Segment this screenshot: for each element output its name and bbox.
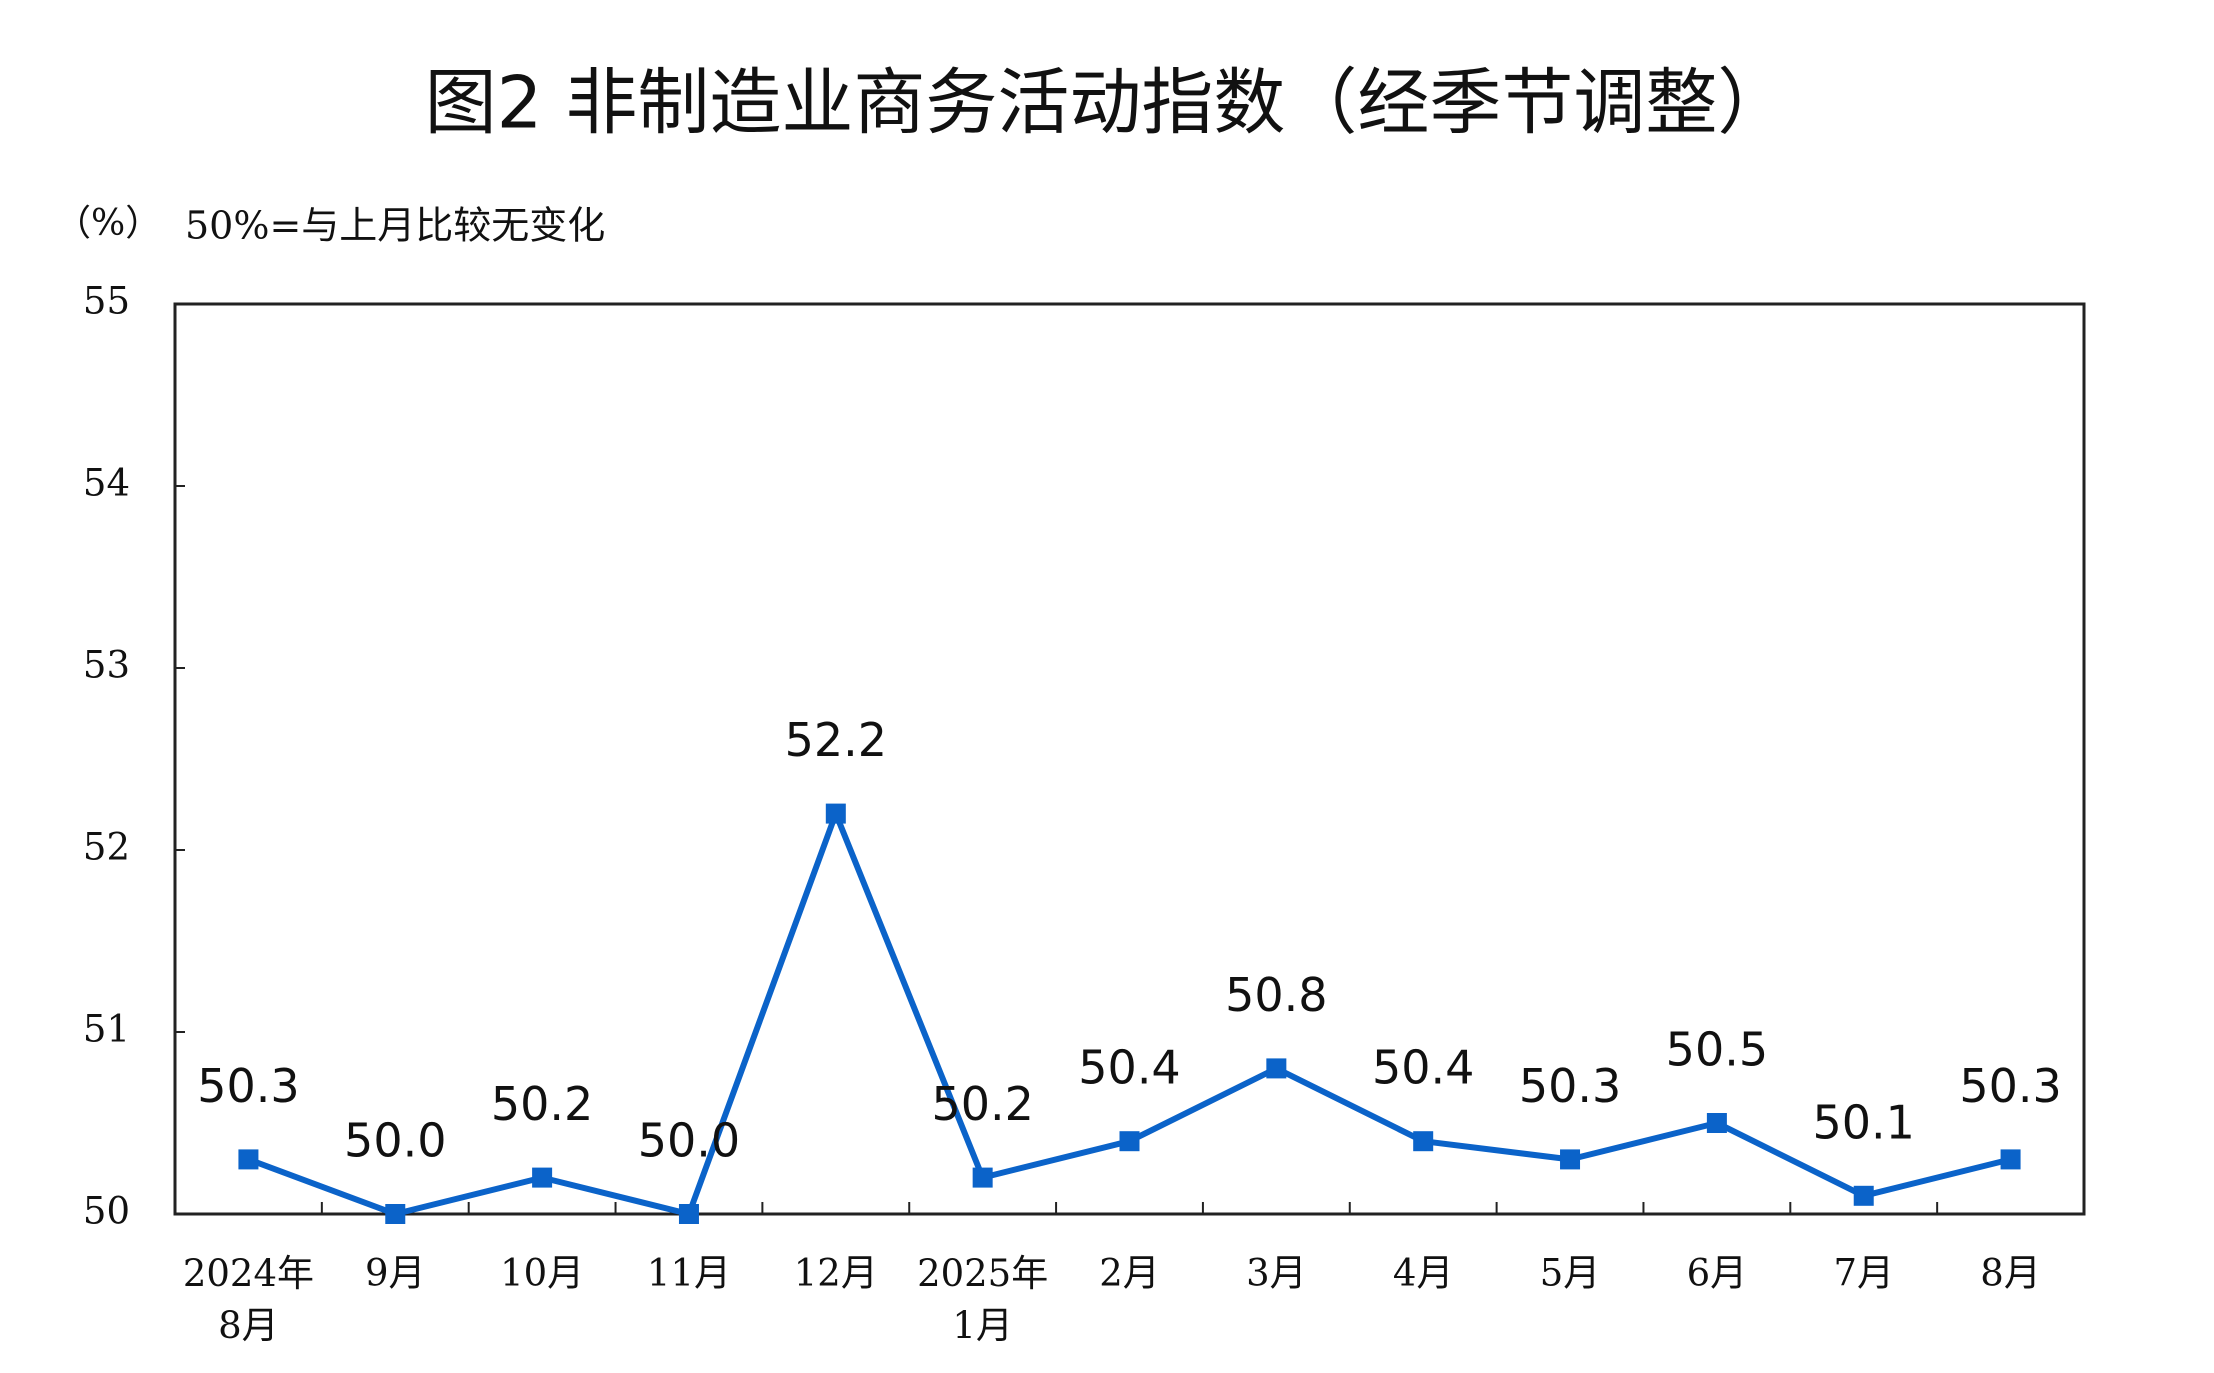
data-label: 50.1 bbox=[1813, 1095, 1915, 1149]
data-point bbox=[1266, 1058, 1287, 1079]
x-tick-label: 12月 bbox=[794, 1252, 878, 1295]
y-tick-label: 51 bbox=[83, 1008, 130, 1051]
data-point bbox=[1119, 1131, 1140, 1152]
x-tick-label: 3月 bbox=[1246, 1252, 1307, 1295]
x-tick-label: 5月 bbox=[1540, 1252, 1601, 1295]
y-tick-label: 50 bbox=[83, 1190, 130, 1233]
data-label: 50.5 bbox=[1666, 1023, 1768, 1077]
y-tick-label: 55 bbox=[83, 280, 130, 323]
note: 50%=与上月比较无变化 bbox=[185, 204, 605, 248]
x-tick-label: 2月 bbox=[1099, 1252, 1160, 1295]
x-tick-label: 8月 bbox=[1980, 1252, 2041, 1295]
y-tick-label: 52 bbox=[83, 826, 130, 869]
x-tick-label: 7月 bbox=[1833, 1252, 1894, 1295]
x-tick-label: 4月 bbox=[1393, 1252, 1454, 1295]
x-tick-label: 11月 bbox=[647, 1252, 731, 1295]
plot-frame bbox=[173, 302, 2086, 1216]
y-tick-label: 53 bbox=[83, 644, 130, 687]
x-tick-label: 6月 bbox=[1687, 1252, 1748, 1295]
data-label: 50.3 bbox=[1519, 1059, 1621, 1113]
data-line bbox=[247, 810, 2012, 1217]
x-tick-label: 2024年 8月 bbox=[183, 1252, 314, 1347]
y-unit: （%） bbox=[55, 203, 161, 244]
data-label: 50.3 bbox=[197, 1059, 299, 1113]
chart-title: 图2 非制造业商务活动指数（经季节调整） bbox=[425, 61, 1790, 145]
data-point bbox=[238, 1149, 259, 1170]
data-label: 50.0 bbox=[344, 1114, 446, 1168]
data-point bbox=[1853, 1185, 1874, 1206]
data-point bbox=[678, 1204, 699, 1224]
data-label: 50.8 bbox=[1225, 968, 1327, 1022]
data-label: 50.4 bbox=[1078, 1041, 1180, 1095]
data-label: 50.4 bbox=[1372, 1041, 1474, 1095]
data-point bbox=[972, 1167, 993, 1188]
data-point bbox=[2000, 1149, 2021, 1170]
y-tick-label: 54 bbox=[83, 462, 130, 505]
data-label: 50.3 bbox=[1959, 1059, 2061, 1113]
x-tick-label: 9月 bbox=[365, 1252, 426, 1295]
data-point bbox=[1706, 1113, 1727, 1133]
x-tick-label: 2025年 1月 bbox=[917, 1252, 1048, 1347]
data-point bbox=[385, 1204, 406, 1224]
data-label: 50.0 bbox=[638, 1114, 740, 1168]
data-label: 52.2 bbox=[785, 713, 887, 767]
x-tick-label: 10月 bbox=[500, 1252, 584, 1295]
data-point bbox=[1560, 1149, 1581, 1170]
data-label: 50.2 bbox=[931, 1077, 1033, 1131]
data-point bbox=[1413, 1131, 1434, 1152]
data-label: 50.2 bbox=[491, 1077, 593, 1131]
data-point bbox=[532, 1167, 553, 1188]
data-point bbox=[825, 803, 846, 824]
